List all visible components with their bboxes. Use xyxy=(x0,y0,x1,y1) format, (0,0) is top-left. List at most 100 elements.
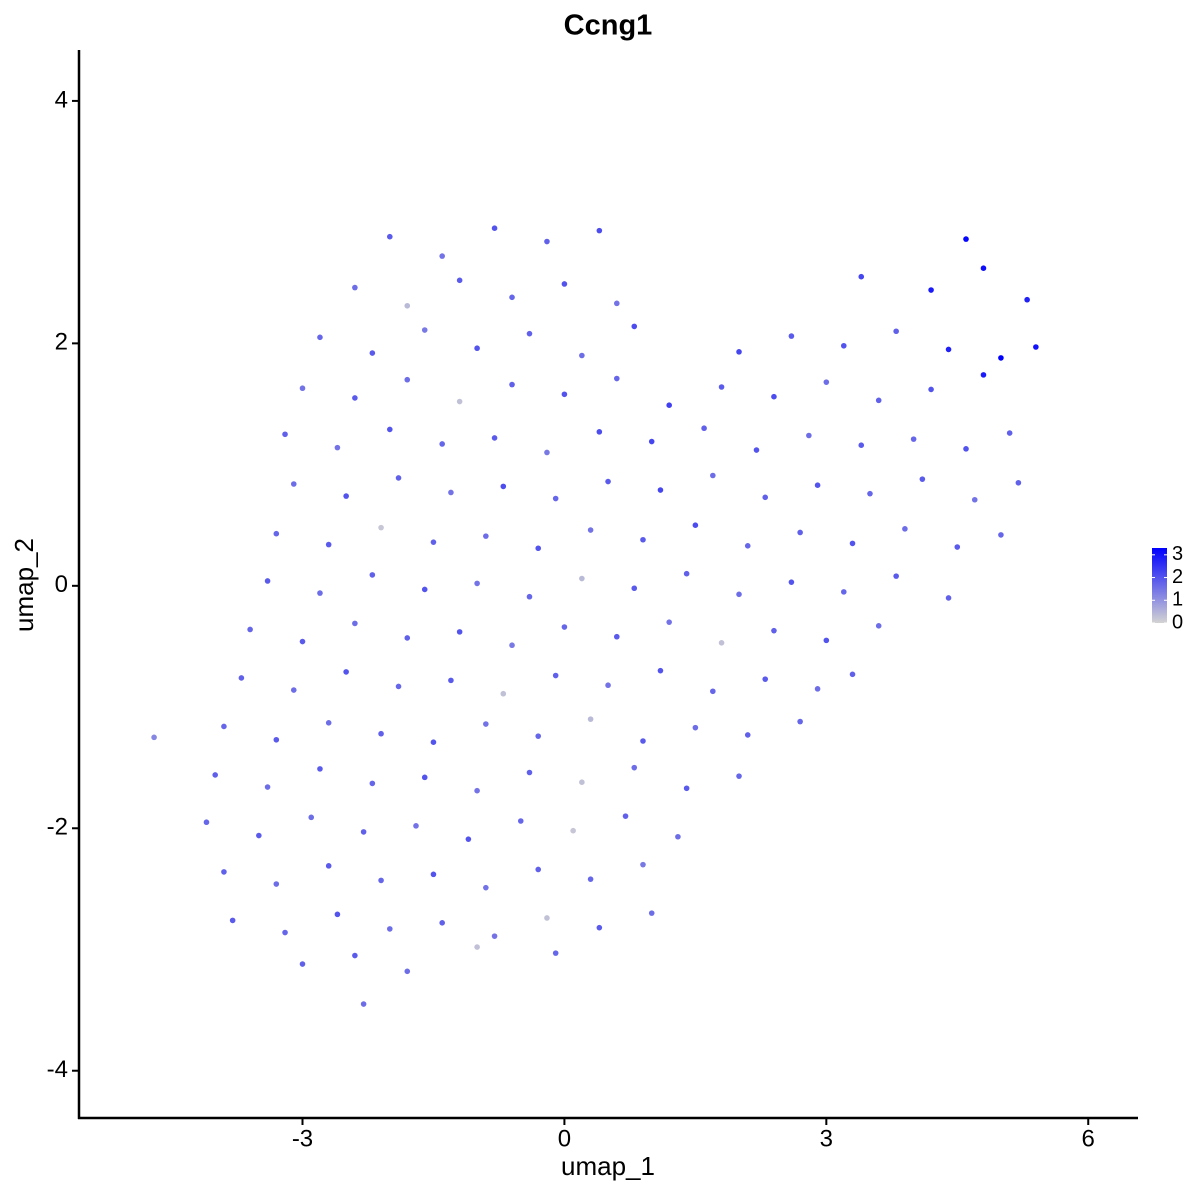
point xyxy=(317,590,323,596)
point xyxy=(692,724,699,731)
point xyxy=(308,814,315,821)
y-tick-label: -2 xyxy=(47,814,68,841)
point xyxy=(648,438,655,445)
point xyxy=(640,738,646,744)
point xyxy=(526,330,533,337)
point xyxy=(867,490,873,497)
point xyxy=(744,732,751,738)
point xyxy=(701,425,707,432)
x-axis-label: umap_1 xyxy=(561,1151,655,1181)
point xyxy=(500,483,507,490)
point xyxy=(561,624,568,630)
point xyxy=(151,734,157,741)
point xyxy=(325,541,332,548)
point xyxy=(544,238,550,245)
point xyxy=(474,580,480,587)
point xyxy=(264,578,271,584)
point xyxy=(343,669,349,675)
colorbar-label: 1 xyxy=(1172,589,1183,611)
point xyxy=(273,736,280,743)
point xyxy=(875,623,882,629)
point xyxy=(1024,296,1030,303)
point xyxy=(718,639,725,646)
point xyxy=(928,287,934,293)
point xyxy=(814,482,821,489)
point xyxy=(683,570,690,577)
point xyxy=(483,533,489,539)
point xyxy=(561,281,568,287)
point xyxy=(631,764,638,771)
point xyxy=(762,676,769,682)
point xyxy=(299,638,306,645)
point xyxy=(343,493,349,499)
x-tick-label: 6 xyxy=(1082,1125,1095,1152)
point xyxy=(613,633,620,640)
point xyxy=(666,619,672,625)
point xyxy=(971,496,978,503)
point xyxy=(500,690,507,697)
point xyxy=(325,720,332,726)
point xyxy=(247,626,253,633)
point xyxy=(648,910,655,916)
point xyxy=(945,595,952,601)
point xyxy=(421,586,428,593)
point xyxy=(439,441,445,447)
point xyxy=(325,863,332,869)
point xyxy=(299,385,306,392)
point xyxy=(404,635,411,641)
point xyxy=(456,629,463,635)
point xyxy=(692,522,699,529)
point xyxy=(352,284,358,291)
point xyxy=(788,333,795,339)
point xyxy=(587,527,594,533)
colorbar-label: 0 xyxy=(1172,611,1183,633)
point xyxy=(657,667,664,674)
point xyxy=(238,675,245,681)
point xyxy=(404,968,411,975)
point xyxy=(352,952,358,959)
point xyxy=(404,302,411,309)
point xyxy=(710,688,716,695)
point xyxy=(596,227,603,234)
point xyxy=(902,526,908,532)
point xyxy=(369,350,376,356)
point xyxy=(256,832,262,839)
point xyxy=(858,442,865,448)
point xyxy=(928,386,934,393)
point xyxy=(736,349,742,355)
point xyxy=(282,431,288,438)
point xyxy=(605,682,611,689)
point xyxy=(587,876,594,882)
point xyxy=(954,544,961,550)
point xyxy=(640,861,646,868)
point xyxy=(221,723,227,730)
point xyxy=(893,328,899,335)
point xyxy=(910,436,917,442)
point xyxy=(683,785,690,792)
point xyxy=(456,277,463,284)
point xyxy=(919,476,926,482)
point xyxy=(980,372,987,378)
point xyxy=(631,323,638,330)
point xyxy=(334,911,341,918)
point xyxy=(762,494,769,501)
point xyxy=(771,627,777,634)
x-tick-label: -3 xyxy=(292,1125,313,1152)
point xyxy=(430,871,437,878)
point xyxy=(404,376,411,383)
colorbar-label: 3 xyxy=(1172,543,1183,565)
point xyxy=(387,233,393,240)
point xyxy=(430,539,437,545)
point xyxy=(718,384,725,390)
point xyxy=(421,327,428,333)
point xyxy=(448,489,454,496)
point xyxy=(945,346,952,353)
point xyxy=(963,446,969,452)
point xyxy=(413,823,419,829)
point xyxy=(509,294,515,301)
point xyxy=(596,924,603,931)
colorbar xyxy=(1152,548,1167,623)
point xyxy=(369,780,376,787)
